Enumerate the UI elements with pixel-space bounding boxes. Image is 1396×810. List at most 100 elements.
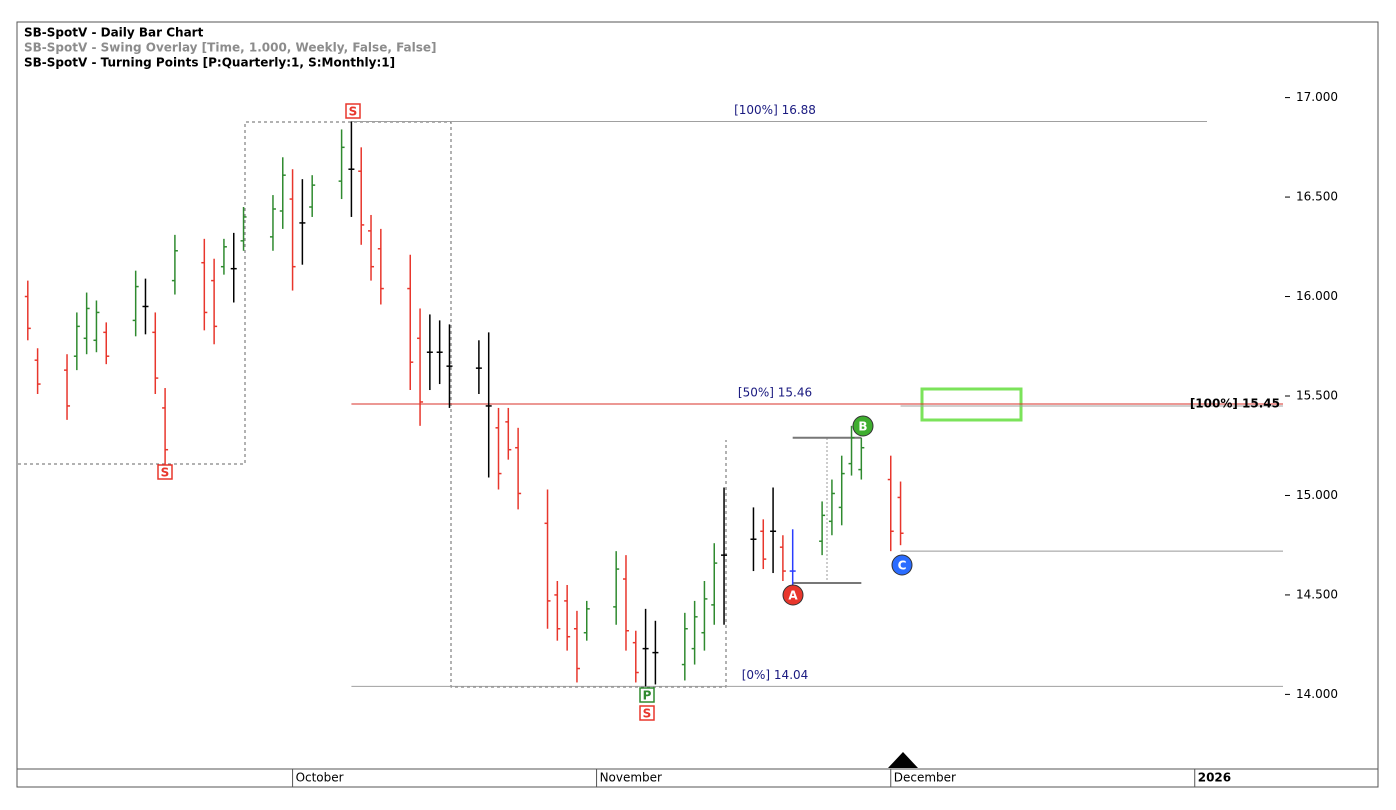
cursor-marker	[888, 752, 918, 768]
price-bar	[505, 407, 512, 460]
price-bar	[770, 487, 777, 574]
pivot-box	[639, 705, 655, 721]
price-bar	[858, 437, 865, 480]
price-bar	[632, 630, 639, 683]
price-bar	[848, 425, 855, 476]
price-bar	[819, 501, 826, 556]
price-bar	[289, 169, 296, 291]
price-bar	[701, 581, 708, 651]
price-bar	[407, 254, 414, 391]
y-tick-label: 17.000	[1296, 90, 1338, 104]
price-bar	[24, 280, 31, 341]
x-tick-label: December	[894, 771, 956, 785]
price-bar	[64, 354, 71, 420]
price-bar	[711, 543, 718, 625]
price-bar	[554, 581, 561, 641]
price-bar	[495, 407, 502, 490]
price-bar	[132, 270, 139, 337]
price-bar	[691, 600, 698, 665]
y-tick-label: 16.500	[1296, 190, 1338, 204]
price-bar	[358, 147, 365, 245]
level-label: [0%] 14.04	[742, 668, 809, 682]
price-bar	[583, 600, 590, 641]
price-bar	[475, 340, 482, 395]
price-bar	[240, 207, 247, 251]
x-tick-label: October	[296, 771, 344, 785]
price-bar	[269, 195, 276, 251]
price-bar	[681, 612, 688, 681]
pivot-box	[639, 687, 655, 703]
frame	[16, 21, 1379, 788]
price-bar	[103, 322, 110, 365]
price-bar	[789, 529, 796, 585]
price-bar	[201, 238, 208, 331]
x-tick-label: November	[600, 771, 662, 785]
x-tick-label: 2026	[1198, 771, 1231, 785]
price-bar	[83, 292, 90, 355]
price-bar	[93, 300, 100, 353]
pivot-label: S	[161, 466, 170, 480]
price-bar	[220, 238, 227, 275]
price-bar	[828, 479, 835, 536]
price-bar	[338, 129, 345, 200]
price-bar	[417, 308, 424, 426]
price-bar	[446, 324, 453, 408]
point-label: C	[898, 559, 907, 573]
y-tick-label: 15.500	[1296, 388, 1338, 402]
price-bar	[368, 214, 375, 281]
target-box	[920, 387, 1023, 422]
y-tick-label: 16.000	[1296, 289, 1338, 303]
price-bar	[760, 519, 767, 570]
price-bar	[171, 234, 178, 295]
pivot-label: S	[643, 707, 652, 721]
price-bar	[377, 228, 384, 305]
price-bar	[348, 121, 355, 217]
price-bar	[838, 455, 845, 526]
price-bar	[573, 610, 580, 683]
price-bar	[279, 157, 286, 229]
price-bar	[211, 258, 218, 345]
price-bar	[309, 175, 316, 217]
level-label: [50%] 15.46	[738, 385, 812, 399]
price-bar	[750, 507, 757, 572]
header-line: SB-SpotV - Swing Overlay [Time, 1.000, W…	[24, 41, 437, 55]
price-bar	[544, 489, 551, 629]
price-bar	[73, 312, 80, 371]
price-bar	[622, 555, 629, 651]
price-bar	[652, 620, 659, 685]
header-line: SB-SpotV - Daily Bar Chart	[24, 26, 204, 40]
point-marker	[891, 554, 913, 576]
price-bar	[485, 332, 492, 478]
target-label: [100%] 15.45	[1190, 396, 1280, 410]
y-tick-label: 14.500	[1296, 587, 1338, 601]
price-bar	[142, 278, 149, 335]
point-label: B	[858, 420, 867, 434]
swing-overlay	[18, 121, 727, 688]
point-marker	[782, 584, 804, 606]
point-label: A	[788, 589, 798, 603]
y-tick-label: 14.000	[1296, 687, 1338, 701]
level-label: [100%] 16.88	[734, 103, 816, 117]
price-bar	[642, 608, 649, 687]
price-bar	[299, 179, 306, 265]
price-bar	[564, 584, 571, 651]
pivot-box	[157, 464, 173, 480]
y-tick-label: 15.000	[1296, 488, 1338, 502]
price-bar	[779, 535, 786, 582]
point-marker	[852, 415, 874, 437]
pivot-label: P	[643, 689, 652, 703]
price-bar	[613, 551, 620, 625]
price-bar	[721, 487, 728, 625]
price-bar	[436, 320, 443, 385]
price-bar	[162, 388, 169, 466]
price-bar	[230, 232, 237, 303]
price-bar	[515, 427, 522, 510]
price-bar	[152, 312, 159, 395]
pivot-label: S	[349, 105, 358, 119]
price-bar	[887, 455, 894, 552]
price-bar	[34, 348, 41, 395]
price-bar	[897, 481, 904, 546]
price-bar	[426, 314, 433, 391]
header-line: SB-SpotV - Turning Points [P:Quarterly:1…	[24, 56, 395, 70]
